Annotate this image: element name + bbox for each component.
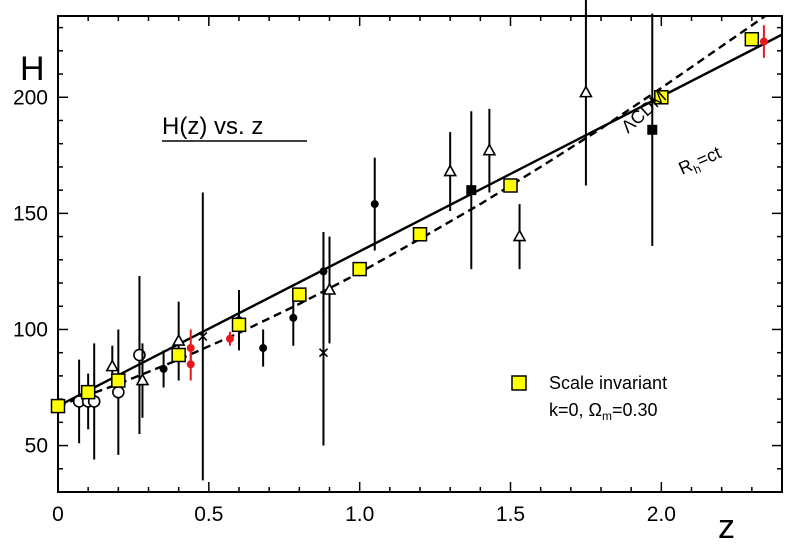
legend-marker-yellow-square xyxy=(511,375,527,391)
chart-title: H(z) vs. z xyxy=(162,113,263,140)
rh-ct-line xyxy=(58,33,782,408)
scale-invariant-point xyxy=(171,347,186,363)
y-axis-label: H xyxy=(20,50,45,88)
rh-label-sub: h xyxy=(691,162,703,178)
scale-invariant-point xyxy=(654,90,669,105)
x-tick-label: 1.0 xyxy=(345,503,374,526)
y-tick-labels: 50 100 150 200 xyxy=(13,86,48,457)
lcdm-curve xyxy=(58,16,768,408)
legend-entry-label: Scale invariant xyxy=(549,373,667,393)
data-points xyxy=(50,0,768,481)
legend-omega: Ω xyxy=(589,400,602,420)
data-point-red-circle xyxy=(759,37,768,46)
data-point-filled-square xyxy=(466,185,477,196)
y-tick-label: 100 xyxy=(13,318,48,341)
data-point-cross xyxy=(318,348,329,358)
data-point-open-circle xyxy=(112,385,125,399)
model-curves xyxy=(58,16,782,408)
x-tick-label: 0 xyxy=(52,503,64,526)
legend-omega-value: =0.30 xyxy=(612,400,658,420)
data-point-open-triangle xyxy=(322,282,337,295)
scale-invariant-point xyxy=(231,317,247,333)
data-point-filled-square xyxy=(647,124,658,135)
y-tick-label: 200 xyxy=(13,86,48,109)
legend-omega-sub: m xyxy=(602,409,612,423)
plot-frame xyxy=(57,15,783,493)
scale-invariant-point xyxy=(503,178,518,193)
legend: Scale invariant k=0, Ωm=0.30 xyxy=(511,373,667,423)
x-axis-label: z xyxy=(718,508,735,546)
data-point-filled-circle xyxy=(370,200,379,209)
scale-invariant-point xyxy=(352,261,367,277)
data-point-filled-circle xyxy=(159,364,168,373)
scale-invariant-point xyxy=(50,398,66,414)
data-point-open-triangle xyxy=(482,143,497,156)
y-tick-label: 50 xyxy=(25,435,48,458)
data-point-open-triangle xyxy=(135,372,150,386)
data-point-open-triangle xyxy=(105,358,120,372)
x-tick-labels: 0 0.5 1.0 1.5 2.0 xyxy=(52,503,676,526)
scale-invariant-point xyxy=(80,384,96,400)
legend-param-prefix: k=0, xyxy=(549,400,589,420)
data-point-filled-circle xyxy=(289,313,298,322)
data-point-open-triangle xyxy=(443,163,458,177)
data-point-open-triangle xyxy=(512,228,527,242)
data-point-red-circle xyxy=(186,360,195,369)
scale-invariant-point xyxy=(111,373,126,388)
data-point-cross xyxy=(198,331,208,341)
x-tick-label: 0.5 xyxy=(194,503,223,526)
scale-invariant-point xyxy=(412,227,428,242)
curves-clipped xyxy=(58,16,782,408)
data-point-open-triangle xyxy=(171,333,186,346)
x-tick-label: 2.0 xyxy=(647,503,676,526)
scale-invariant-point xyxy=(744,31,760,47)
legend-params: k=0, Ωm=0.30 xyxy=(549,400,658,423)
data-point-filled-circle xyxy=(259,344,268,353)
x-tick-label: 1.5 xyxy=(496,503,525,526)
data-point-open-triangle xyxy=(579,84,593,98)
data-point-red-circle xyxy=(225,334,234,343)
y-tick-label: 150 xyxy=(13,202,48,225)
axis-ticks xyxy=(57,16,783,492)
rh-ct-label: Rh=ct xyxy=(675,142,725,182)
scale-invariant-point xyxy=(292,287,307,302)
